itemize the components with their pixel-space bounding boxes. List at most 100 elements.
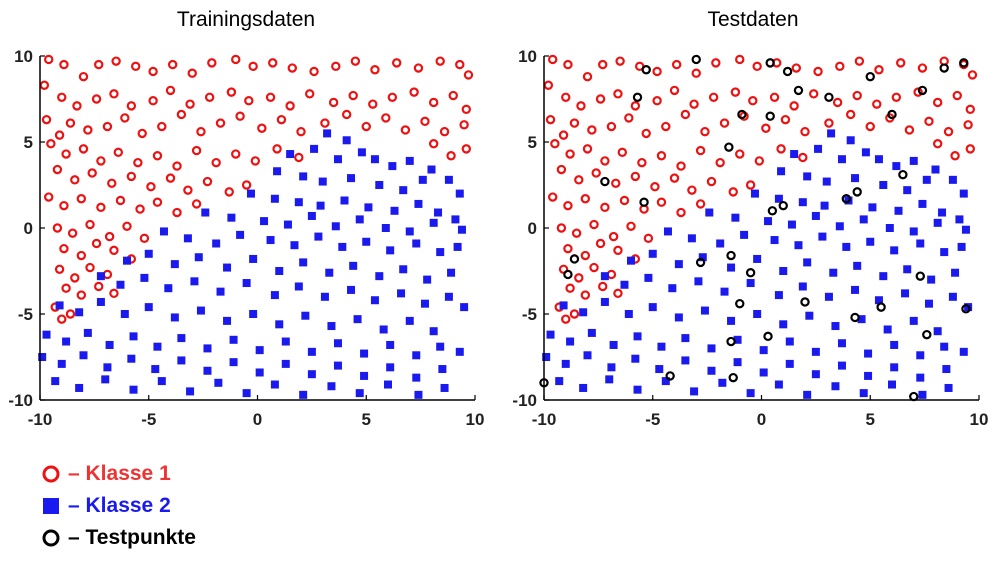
point-testpunkte — [695, 257, 706, 268]
point-klasse-1 — [582, 144, 593, 154]
point-klasse-2 — [681, 356, 690, 365]
point-testpunkte — [865, 71, 875, 82]
point-klasse-2 — [933, 327, 942, 336]
point-klasse-2 — [159, 227, 168, 236]
point-testpunkte — [728, 372, 738, 383]
point-klasse-1 — [104, 231, 115, 242]
point-klasse-1 — [109, 89, 119, 99]
point-klasse-2 — [307, 370, 316, 379]
point-klasse-1 — [752, 61, 762, 72]
point-klasse-1 — [630, 171, 641, 182]
point-klasse-1 — [854, 56, 865, 66]
point-klasse-1 — [111, 56, 121, 66]
training-axes: -10 -5 0 5 10 -10 -5 0 5 10 — [8, 47, 484, 429]
point-klasse-2 — [931, 165, 940, 174]
point-klasse-2 — [837, 361, 846, 370]
point-klasse-2 — [835, 222, 844, 231]
x-tick-label: 5 — [362, 410, 371, 429]
point-klasse-2 — [212, 239, 221, 248]
point-klasse-1 — [148, 96, 158, 106]
point-klasse-2 — [774, 291, 783, 300]
point-klasse-1 — [420, 116, 430, 127]
point-klasse-2 — [727, 263, 736, 272]
point-klasse-2 — [874, 155, 883, 164]
point-klasse-2 — [938, 208, 947, 217]
point-klasse-2 — [579, 383, 588, 392]
point-klasse-2 — [314, 232, 323, 241]
point-klasse-1 — [109, 245, 119, 256]
point-klasse-2 — [883, 325, 892, 334]
point-klasse-1 — [691, 68, 701, 78]
point-klasse-2 — [648, 249, 657, 258]
point-klasse-1 — [761, 123, 771, 133]
point-klasse-1 — [569, 118, 580, 128]
point-klasse-2 — [355, 389, 364, 398]
point-klasse-2 — [105, 340, 114, 349]
point-testpunkte — [735, 298, 745, 309]
point-testpunkte — [887, 109, 897, 120]
point-klasse-1 — [455, 59, 465, 70]
point-klasse-2 — [753, 254, 762, 263]
point-klasse-2 — [412, 351, 421, 360]
point-klasse-2 — [633, 332, 642, 341]
point-klasse-2 — [657, 342, 666, 351]
point-klasse-1 — [728, 187, 738, 197]
point-klasse-1 — [832, 97, 843, 108]
point-klasse-1 — [748, 96, 758, 106]
point-klasse-1 — [543, 80, 554, 90]
point-klasse-2 — [542, 353, 551, 361]
point-testpunkte — [726, 250, 736, 261]
point-klasse-2 — [794, 241, 803, 250]
point-klasse-1 — [637, 157, 647, 168]
point-klasse-1 — [669, 173, 680, 183]
point-klasse-1 — [891, 92, 902, 102]
point-klasse-1 — [157, 121, 167, 132]
point-klasse-1 — [137, 128, 147, 139]
point-testpunkte — [793, 85, 804, 96]
point-klasse-1 — [624, 113, 634, 123]
point-klasse-2 — [390, 206, 399, 215]
point-klasse-2 — [333, 361, 342, 370]
point-klasse-1 — [943, 126, 954, 137]
point-klasse-1 — [613, 245, 623, 256]
point-klasse-2 — [770, 236, 779, 245]
point-klasse-2 — [959, 347, 968, 356]
point-klasse-2 — [236, 230, 245, 239]
point-klasse-2 — [55, 301, 64, 310]
point-klasse-2 — [153, 342, 162, 351]
point-klasse-2 — [609, 340, 618, 349]
point-testpunkte — [922, 329, 932, 340]
point-klasse-2 — [955, 215, 964, 224]
point-klasse-2 — [144, 303, 153, 312]
point-klasse-2 — [633, 385, 642, 394]
point-klasse-2 — [347, 174, 356, 183]
point-klasse-2 — [170, 260, 179, 269]
point-klasse-2 — [364, 203, 373, 212]
y-tick-label: 10 — [518, 47, 537, 66]
point-klasse-1 — [626, 221, 636, 231]
point-klasse-2 — [203, 366, 212, 375]
point-klasse-2 — [375, 272, 384, 281]
point-klasse-2 — [412, 373, 421, 382]
point-klasse-1 — [913, 87, 923, 97]
point-klasse-2 — [338, 242, 347, 251]
point-klasse-2 — [307, 347, 316, 356]
point-klasse-2 — [249, 254, 258, 263]
point-klasse-2 — [281, 337, 290, 346]
point-testpunkte — [767, 206, 778, 216]
point-klasse-2 — [811, 211, 820, 220]
point-klasse-2 — [631, 354, 640, 363]
point-klasse-2 — [648, 303, 657, 312]
point-klasse-2 — [583, 351, 592, 360]
point-klasse-2 — [888, 380, 896, 389]
point-klasse-1 — [615, 56, 625, 66]
point-testpunkte — [939, 63, 949, 73]
point-klasse-1 — [120, 113, 130, 123]
point-klasse-1 — [78, 71, 89, 82]
point-klasse-2 — [785, 359, 794, 368]
point-klasse-2 — [837, 155, 846, 164]
x-tick-label: 0 — [253, 410, 262, 429]
point-klasse-2 — [62, 337, 71, 346]
point-testpunkte — [961, 304, 971, 314]
point-klasse-1 — [59, 243, 69, 254]
